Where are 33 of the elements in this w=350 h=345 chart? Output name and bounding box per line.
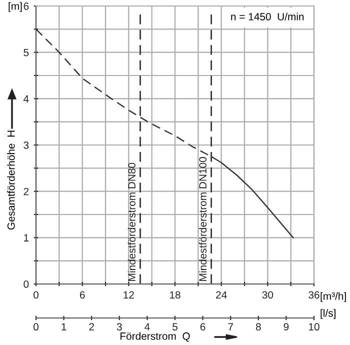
text: [m] xyxy=(8,2,22,12)
x-tick-label: 24 xyxy=(216,291,227,298)
y-tick-label: 2 xyxy=(24,188,29,196)
x2-tick-label: 2 xyxy=(89,323,94,330)
x2-tick-label: 8 xyxy=(256,323,261,331)
ref-line-label: Mindestförderstrom DN80 xyxy=(128,162,136,281)
x-tick-label: 0 xyxy=(34,291,38,299)
x2-tick-label: 9 xyxy=(284,323,289,331)
x2-tick-label: 3 xyxy=(116,323,122,331)
x-axis-title: Förderstrom Q xyxy=(120,332,190,342)
ref-line-label: Mindestförderstrom DN100 xyxy=(198,157,207,281)
y-tick-label: 5 xyxy=(24,48,29,56)
x2-tick-label: 0 xyxy=(34,323,38,331)
x2-axis-title: [l/s] xyxy=(320,309,336,319)
x-tick-label: 36 xyxy=(308,291,320,299)
y-tick-label: 4 xyxy=(24,95,29,102)
y-tick-label: 0 xyxy=(24,280,29,288)
x-tick-label: 6 xyxy=(80,291,85,299)
y-tick-label: 6 xyxy=(24,2,29,10)
x2-tick-label: 6 xyxy=(200,323,206,331)
x2-tick-label: 10 xyxy=(309,323,320,331)
x-tick-label: 18 xyxy=(170,291,180,299)
y-axis-title: Gesamtförderhöhe H xyxy=(7,130,15,230)
x2-tick-label: 5 xyxy=(172,323,178,331)
annotation: n = 1450 U/min xyxy=(231,12,304,20)
x-tick-label: 30 xyxy=(262,291,274,299)
x2-tick-label: 4 xyxy=(144,323,150,330)
text: [m³/h] xyxy=(320,292,346,302)
x-tick-label: 12 xyxy=(124,291,134,298)
y-tick-label: 3 xyxy=(24,142,29,149)
x2-tick-label: 7 xyxy=(228,323,233,330)
y-tick-label: 1 xyxy=(24,234,29,242)
x2-tick-label: 1 xyxy=(62,323,66,330)
